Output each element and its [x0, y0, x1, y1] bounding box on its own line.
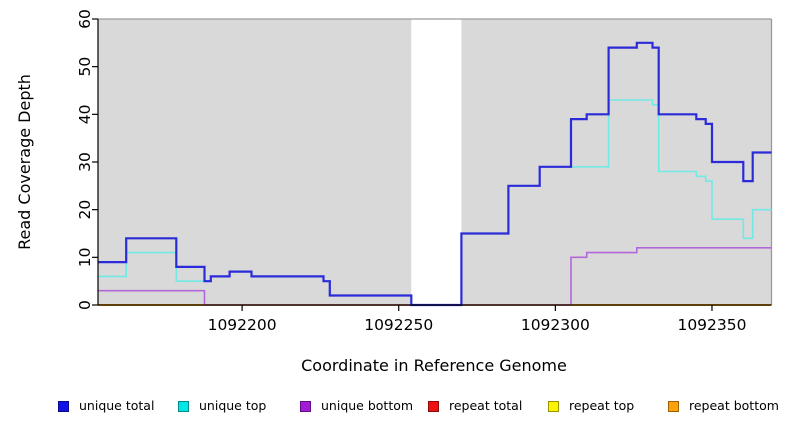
- legend-swatch-icon: [428, 400, 439, 412]
- x-tick-label: 1092300: [521, 316, 590, 334]
- y-tick-label: 10: [76, 247, 94, 267]
- y-tick-label: 40: [76, 104, 94, 124]
- legend-label: unique bottom: [321, 398, 414, 413]
- legend-label: repeat total: [449, 398, 523, 413]
- series-unique_bottom: [98, 247, 772, 306]
- y-tick-label: 60: [76, 9, 94, 29]
- legend-label: repeat bottom: [689, 398, 779, 413]
- legend-label: unique total: [79, 398, 155, 413]
- legend-swatch-icon: [548, 400, 559, 412]
- legend-label: unique top: [199, 398, 267, 413]
- y-tick-label: 50: [76, 57, 94, 77]
- series-unique_total: [98, 41, 772, 307]
- x-axis-label: Coordinate in Reference Genome: [301, 356, 567, 375]
- x-tick-label: 1092350: [677, 316, 746, 334]
- legend-item-unique-total: unique total: [58, 398, 154, 414]
- plot-area: [98, 18, 773, 307]
- legend-swatch-icon: [58, 400, 69, 412]
- legend-item-repeat-bottom: repeat bottom: [668, 398, 779, 414]
- legend-label: repeat top: [569, 398, 635, 413]
- legend-item-repeat-top: repeat top: [548, 398, 634, 414]
- y-tick-label: 20: [76, 200, 94, 220]
- legend-item-unique-top: unique top: [178, 398, 266, 414]
- legend-swatch-icon: [668, 400, 679, 412]
- legend-swatch-icon: [178, 400, 189, 412]
- masked-region: [411, 19, 462, 305]
- legend-item-repeat-total: repeat total: [428, 398, 522, 414]
- legend-swatch-icon: [300, 400, 311, 412]
- y-tick-label: 0: [76, 300, 94, 310]
- y-tick-label: 30: [76, 152, 94, 172]
- legend-item-unique-bottom: unique bottom: [300, 398, 413, 414]
- y-axis-label: Read Coverage Depth: [15, 74, 34, 250]
- x-tick-label: 1092200: [208, 316, 277, 334]
- axes: 0 10 20 30 40 50 60 1092200 1092250 1092300 109235…: [76, 9, 772, 334]
- x-tick-label: 1092250: [364, 316, 433, 334]
